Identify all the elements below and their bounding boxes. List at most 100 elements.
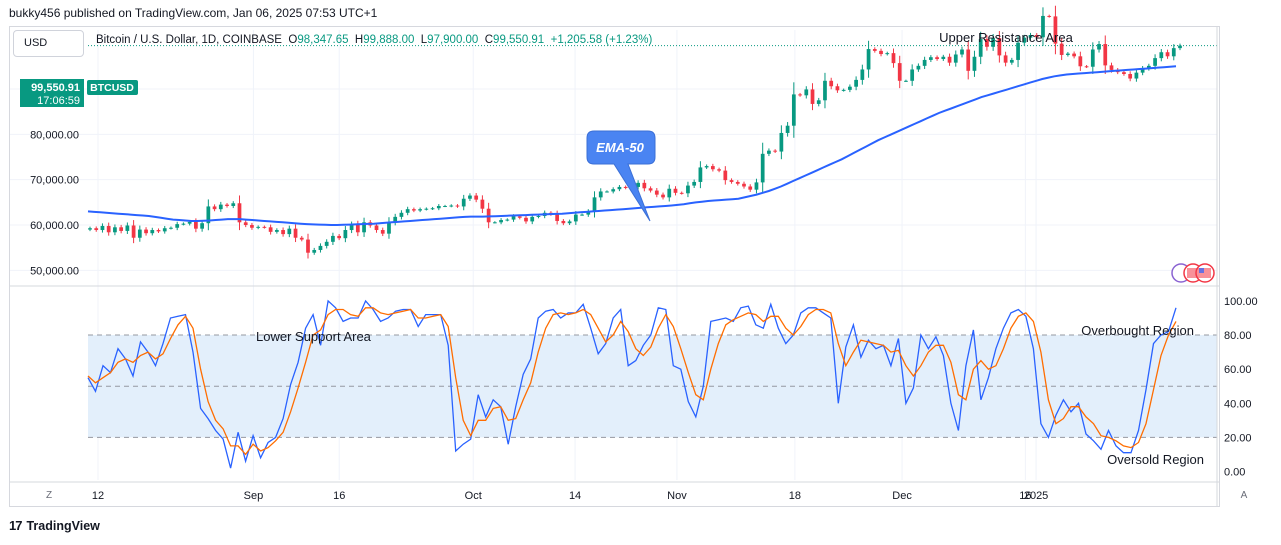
candle <box>262 225 267 229</box>
candle <box>567 219 572 225</box>
candle-body <box>113 227 117 233</box>
low-label: L <box>420 34 428 46</box>
candle-body <box>997 38 1002 56</box>
candle-body <box>1072 53 1076 57</box>
candle-body <box>854 79 858 87</box>
stochastic-k-line <box>87 299 1177 469</box>
candle-body <box>947 56 952 63</box>
candle <box>1047 14 1052 18</box>
candle <box>872 47 877 53</box>
candle-body <box>605 191 609 193</box>
currency-selector[interactable]: USD <box>13 30 84 57</box>
candle-body <box>1140 68 1145 73</box>
candle <box>922 56 927 70</box>
candle-body <box>287 228 292 235</box>
candle <box>94 226 99 232</box>
candle <box>1022 34 1027 46</box>
candle <box>642 179 647 192</box>
candle <box>679 191 684 195</box>
candle-body <box>692 181 697 186</box>
candle-body <box>424 208 429 210</box>
candle <box>866 40 871 78</box>
candle <box>978 31 983 65</box>
candle-body <box>623 186 628 188</box>
candle-body <box>88 228 92 230</box>
candle <box>1146 63 1151 71</box>
ohlc-legend: Bitcoin / U.S. Dollar, 1D, COINBASE O98,… <box>96 34 652 46</box>
candle-body <box>355 224 360 233</box>
candle <box>767 148 771 157</box>
candle-body <box>953 54 958 63</box>
candle-body <box>897 63 902 81</box>
candle <box>698 161 703 189</box>
chart-frame <box>9 26 1220 507</box>
candle <box>860 64 865 85</box>
candle <box>399 210 404 220</box>
candle-body <box>642 182 647 189</box>
change-value: +1,205.58 (+1.23%) <box>550 34 653 46</box>
candle <box>729 178 734 184</box>
high-label: H <box>354 34 364 46</box>
candle-body <box>1059 43 1064 55</box>
candle <box>169 226 173 230</box>
candle-body <box>985 39 989 47</box>
candle-body <box>1146 65 1151 69</box>
candle-body <box>916 65 921 70</box>
candle-body <box>100 225 105 231</box>
candle <box>418 207 422 213</box>
log-scale-toggle[interactable]: Z <box>45 490 53 501</box>
tradingview-logo-icon: 17 <box>9 518 23 533</box>
candle-body <box>661 194 665 198</box>
high-value: 99,888.00 <box>363 34 415 46</box>
candle <box>393 213 398 226</box>
time-tick-label: 12 <box>92 490 104 502</box>
price-axis[interactable]: 50,000.0060,000.0070,000.0080,000.0090,0… <box>30 84 79 277</box>
economic-events-icon[interactable] <box>1171 263 1215 283</box>
candle-body <box>935 57 939 60</box>
candle-body <box>760 153 765 183</box>
candle <box>492 221 497 224</box>
candle-body <box>1047 15 1052 17</box>
candle <box>106 222 111 236</box>
candle-body <box>561 220 566 224</box>
candle-body <box>860 69 865 80</box>
auto-scale-toggle[interactable]: A <box>1240 490 1248 501</box>
candle-body <box>299 237 304 240</box>
oscillator-axis[interactable]: 0.00 20.00 40.00 60.00 80.00 100.00 <box>1224 296 1258 479</box>
candle-body <box>791 94 796 126</box>
candle <box>580 213 584 216</box>
publisher-header: bukky456 published on TradingView.com, J… <box>9 6 378 20</box>
candle-body <box>1034 34 1039 38</box>
candle <box>1128 71 1133 82</box>
candle <box>1009 57 1014 65</box>
candle <box>623 185 628 190</box>
candle-body <box>1128 73 1133 79</box>
candle <box>150 227 155 236</box>
candle-body <box>175 224 180 228</box>
candle <box>910 64 915 86</box>
candle-body <box>517 216 522 218</box>
candle <box>773 149 778 154</box>
price-tick-label: 60,000.00 <box>30 220 79 232</box>
candle-body <box>941 56 946 60</box>
candle-body <box>1078 56 1083 67</box>
footer-brand[interactable]: 17 TradingView <box>9 518 100 533</box>
candle <box>125 222 130 234</box>
ticker-badge: BTCUSD <box>87 80 138 95</box>
candle <box>816 97 821 107</box>
candle-body <box>293 228 298 238</box>
candle-body <box>331 235 335 242</box>
candle-body <box>841 89 846 91</box>
candle-body <box>312 249 317 253</box>
stochastic-lines <box>87 299 1177 469</box>
candle-body <box>922 59 927 66</box>
candle <box>337 233 342 241</box>
candle <box>985 35 989 51</box>
candle-body <box>418 209 422 211</box>
candle-body <box>324 241 329 246</box>
candle <box>835 83 840 93</box>
candle <box>312 247 317 255</box>
candle-body <box>1090 49 1095 67</box>
